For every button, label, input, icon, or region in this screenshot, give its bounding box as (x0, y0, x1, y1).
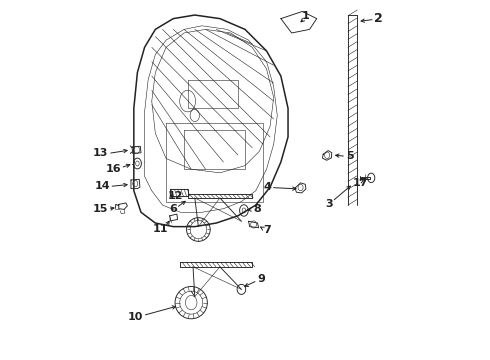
Text: 16: 16 (105, 163, 121, 174)
Text: 2: 2 (374, 12, 383, 25)
Text: 13: 13 (93, 148, 108, 158)
Text: 3: 3 (325, 199, 333, 210)
Text: 6: 6 (170, 204, 177, 215)
Text: 8: 8 (253, 204, 261, 215)
Text: 10: 10 (127, 312, 143, 322)
Text: 17: 17 (353, 178, 368, 188)
Text: 1: 1 (302, 12, 310, 22)
Text: 4: 4 (263, 182, 271, 192)
Text: 5: 5 (346, 151, 354, 161)
Text: 7: 7 (263, 225, 271, 235)
Text: 15: 15 (93, 204, 108, 215)
Text: 14: 14 (95, 181, 110, 192)
Text: 12: 12 (167, 191, 183, 201)
Text: 11: 11 (152, 225, 168, 234)
Text: 9: 9 (257, 274, 265, 284)
